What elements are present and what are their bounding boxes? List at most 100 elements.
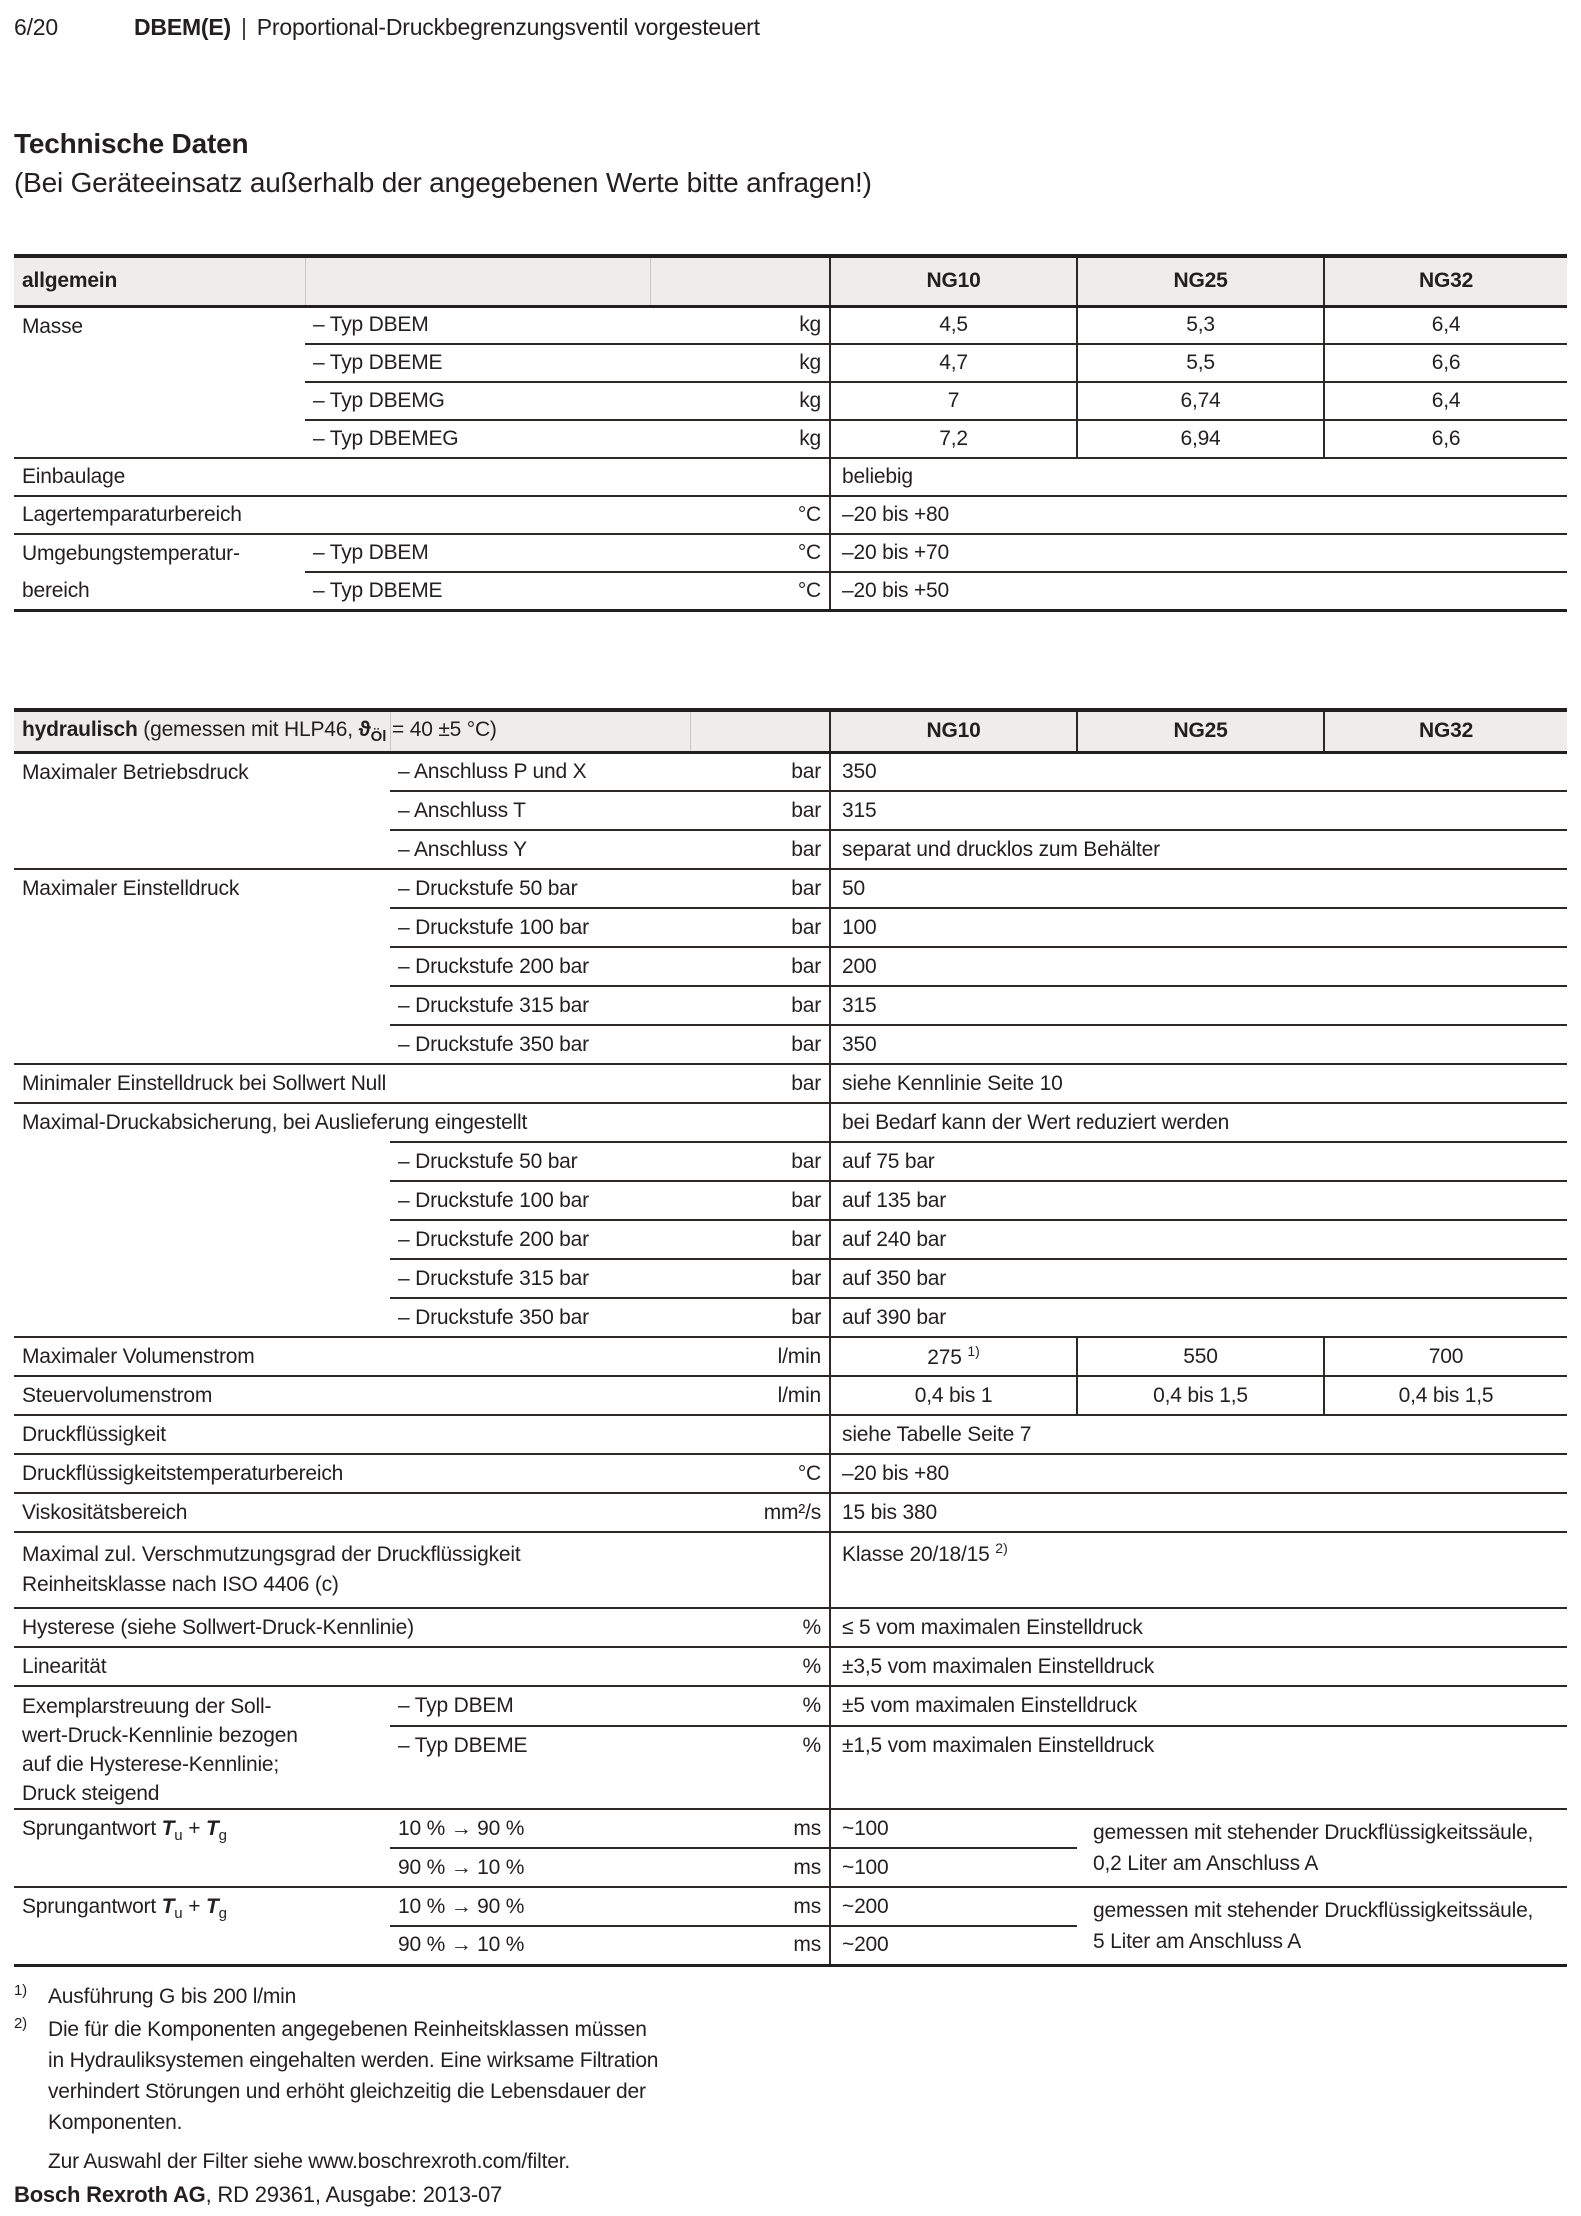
row-value: auf 75 bar bbox=[829, 1141, 1568, 1181]
row-unit: bar bbox=[791, 954, 822, 978]
table-row: Druckflüssigkeitstemperaturbereich °C –20… bbox=[14, 1453, 1568, 1493]
row-value: 15 bis 380 bbox=[829, 1492, 1568, 1532]
row-label: Maximaler Volumenstrom bbox=[22, 1344, 255, 1368]
row-sub-label: 10 % → 90 % bbox=[398, 1894, 525, 1918]
table-row: 90 % → 10 % ms ~200 bbox=[14, 1925, 1567, 1965]
row-unit: bar bbox=[791, 798, 822, 822]
table-row: Masse – Typ DBEM kg 4,5 5,3 6,4 bbox=[14, 306, 1568, 344]
row-unit: % bbox=[802, 1694, 822, 1718]
row-value: ±5 vom maximalen Einstelldruck bbox=[829, 1684, 1568, 1727]
row-value: 350 bbox=[829, 752, 1568, 791]
sub-cell: – Druckstufe 50 bar bar bbox=[390, 868, 831, 908]
row-sub-label: – Druckstufe 100 bar bbox=[398, 1188, 589, 1212]
row-value: ±3,5 vom maximalen Einstelldruck bbox=[829, 1646, 1568, 1686]
sub-cell: – Anschluss P und X bar bbox=[390, 752, 830, 791]
ng32-value: 6,4 bbox=[1323, 306, 1568, 344]
row-label: Umgebungstemperatur- bereich bbox=[14, 533, 305, 611]
row-label: Linearität bbox=[22, 1654, 107, 1678]
row-unit: kg bbox=[799, 427, 822, 450]
table-row: – Typ DBEME kg 4,7 5,5 6,6 bbox=[14, 343, 1568, 382]
row-label: Druckflüssigkeitstemperaturbereich bbox=[22, 1461, 344, 1485]
row-sub-label: – Typ DBEMG bbox=[313, 389, 445, 412]
footnote-ref: 1) bbox=[967, 1343, 980, 1359]
empty-label-cell bbox=[14, 1142, 390, 1337]
row-value: 100 bbox=[829, 907, 1568, 947]
row-unit: % bbox=[802, 1734, 822, 1758]
row-sub-label: – Typ DBEM bbox=[313, 313, 429, 337]
table-row: Maximal zul. Verschmutzungsgrad der Druc… bbox=[14, 1531, 1568, 1608]
sub-cell: – Druckstufe 350 bar bar bbox=[390, 1024, 831, 1064]
table-row: – Druckstufe 350 bar bar auf 390 bar bbox=[14, 1297, 1568, 1337]
row-unit: bar bbox=[791, 1149, 822, 1173]
band-separator bbox=[305, 258, 306, 303]
general-band-cell: allgemein bbox=[14, 256, 831, 308]
ng32-value: 0,4 bis 1,5 bbox=[1323, 1375, 1568, 1415]
row-unit: °C bbox=[797, 1461, 822, 1485]
t-symbol: T bbox=[205, 1895, 219, 1918]
table-row: – Druckstufe 315 bar bar 315 bbox=[14, 985, 1568, 1025]
theta-subscript: Öl bbox=[370, 728, 387, 746]
document-reference: , RD 29361, Ausgabe: 2013-07 bbox=[205, 2182, 503, 2207]
row-value: ~100 bbox=[829, 1847, 1078, 1887]
row-label: Sprungantwort Tu + Tg bbox=[14, 1886, 390, 1965]
ng25-value: 6,94 bbox=[1076, 419, 1325, 458]
row-unit: ms bbox=[793, 1894, 822, 1918]
row-sub-label: – Druckstufe 50 bar bbox=[398, 876, 578, 900]
ng10-value: 4,7 bbox=[829, 343, 1078, 382]
sub-cell: – Druckstufe 100 bar bar bbox=[390, 1180, 831, 1220]
col-header-ng32: NG32 bbox=[1323, 256, 1568, 308]
table-row: – Druckstufe 200 bar bar auf 240 bar bbox=[14, 1219, 1568, 1259]
row-sub-label: 10 % → 90 % bbox=[398, 1816, 525, 1840]
footnote-1: 1) Ausführung G bis 200 l/min bbox=[14, 1981, 1567, 2012]
table-row: – Anschluss Y bar separat und drucklos zu… bbox=[14, 829, 1568, 869]
row-sub-label: – Anschluss P und X bbox=[398, 759, 587, 783]
sub-cell: – Typ DBEM °C bbox=[305, 532, 831, 573]
hydraulic-header-row: hydraulisch (gemessen mit HLP46, ϑÖl = 4… bbox=[14, 710, 1568, 754]
row-unit: bar bbox=[791, 1071, 822, 1095]
company-name: Bosch Rexroth AG bbox=[14, 2182, 206, 2207]
row-value: separat und drucklos zum Behälter bbox=[829, 829, 1568, 869]
row-unit: % bbox=[802, 1654, 822, 1678]
table-row: Maximaler Betriebsdruck – Anschluss P un… bbox=[14, 752, 1568, 791]
sub-cell: – Anschluss T bar bbox=[390, 790, 831, 830]
product-title: Proportional-Druckbegrenzungsventil vorg… bbox=[256, 14, 760, 40]
table-row: Maximal-Druckabsicherung, bei Auslieferu… bbox=[14, 1102, 1568, 1142]
row-unit: ms bbox=[793, 1855, 822, 1879]
sub-cell: 90 % → 10 % ms bbox=[390, 1925, 831, 1965]
ng32-value: 6,6 bbox=[1323, 343, 1568, 382]
table-row: – Typ DBEME% ±1,5 vom maximalen Einstell… bbox=[14, 1725, 1568, 1809]
row-value: –20 bis +80 bbox=[829, 495, 1568, 534]
row-unit: bar bbox=[791, 1305, 822, 1329]
footnotes: 1) Ausführung G bis 200 l/min 2) Die für… bbox=[14, 1981, 1567, 2177]
table-row: – Druckstufe 50 bar bar auf 75 bar bbox=[14, 1141, 1568, 1181]
footnote-ref: 2) bbox=[995, 1540, 1008, 1556]
row-value: ~200 bbox=[829, 1925, 1078, 1965]
row-value: 315 bbox=[829, 985, 1568, 1025]
table-row: – Druckstufe 100 bar bar auf 135 bar bbox=[14, 1180, 1568, 1220]
row-unit: l/min bbox=[777, 1383, 822, 1407]
table-row: Umgebungstemperatur- bereich – Typ DBEM °… bbox=[14, 532, 1568, 611]
row-sub-label: – Typ DBEMEG bbox=[313, 427, 459, 450]
row-unit: bar bbox=[791, 993, 822, 1017]
band-separator bbox=[390, 712, 391, 749]
row-value: –20 bis +70 bbox=[829, 532, 1568, 573]
table-row: – Anschluss T bar 315 bbox=[14, 790, 1568, 830]
footnote-marker: 1) bbox=[14, 1981, 27, 1999]
header-divider: | bbox=[240, 14, 247, 40]
col-header-ng10: NG10 bbox=[829, 710, 1078, 754]
table-row: Maximaler Volumenstrom l/min 275 1) 550 7… bbox=[14, 1336, 1568, 1376]
ng32-value: 6,6 bbox=[1323, 419, 1568, 458]
row-sub-label: – Druckstufe 315 bar bbox=[398, 993, 589, 1017]
sub-cell: 10 % → 90 % ms bbox=[390, 1808, 831, 1848]
row-value: –20 bis +80 bbox=[829, 1453, 1568, 1493]
sub-cell: – Druckstufe 200 bar bar bbox=[390, 946, 831, 986]
row-unit: l/min bbox=[777, 1344, 822, 1368]
table-row: – Typ DBEMG kg 7 6,74 6,4 bbox=[14, 381, 1568, 420]
hydraulic-band-title: hydraulisch bbox=[22, 718, 138, 742]
section-title: Technische Daten bbox=[14, 128, 249, 159]
row-unit: °C bbox=[797, 541, 822, 565]
t-symbol: T bbox=[205, 1817, 219, 1840]
table-row: Lagertemparaturbereich °C –20 bis +80 bbox=[14, 495, 1568, 534]
label-cell: Minimaler Einstelldruck bei Sollwert Nul… bbox=[14, 1063, 831, 1103]
ng10-value: 4,5 bbox=[829, 306, 1078, 344]
